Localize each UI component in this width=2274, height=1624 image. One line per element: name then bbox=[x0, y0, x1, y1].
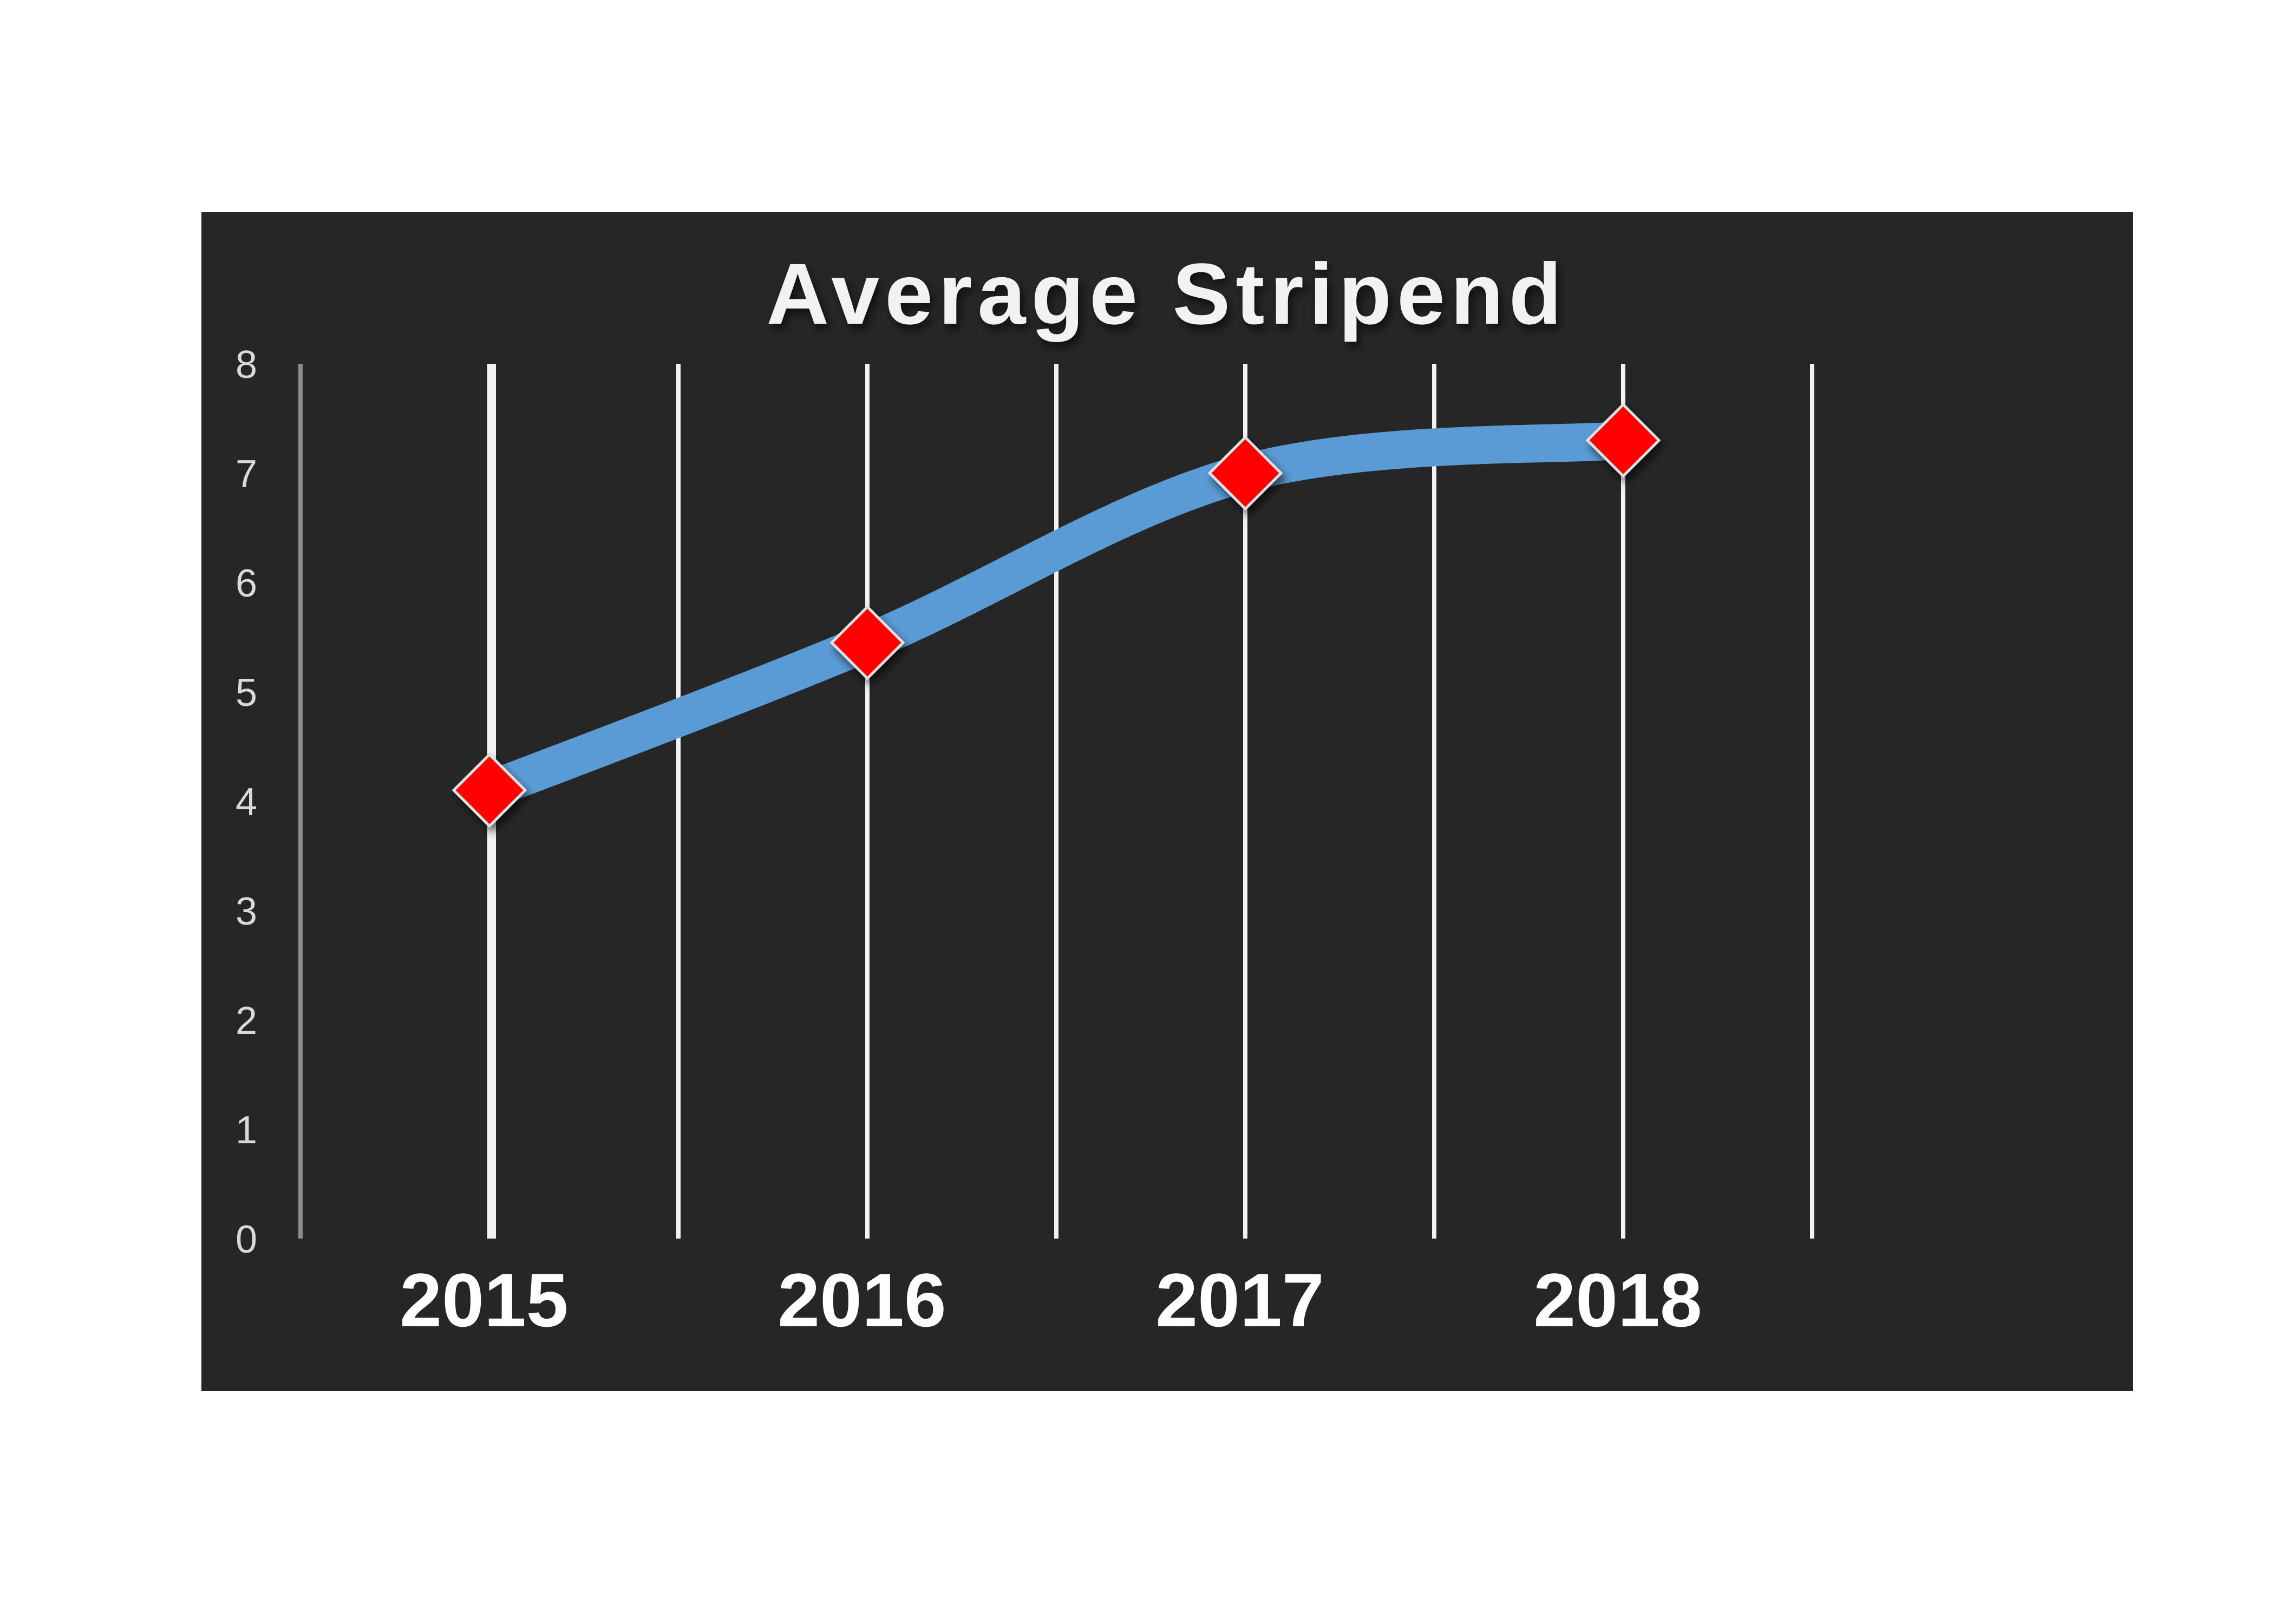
y-tick-label: 0 bbox=[236, 1218, 257, 1261]
x-tick-label: 2018 bbox=[1533, 1258, 1702, 1343]
x-axis-ticks: 2015 2016 2017 2018 bbox=[400, 1258, 1702, 1343]
y-axis-ticks: 0 1 2 3 4 5 6 7 8 bbox=[236, 343, 257, 1261]
data-point-marker bbox=[1207, 435, 1283, 511]
y-tick-label: 5 bbox=[236, 671, 257, 715]
chart-title: Average Stripend bbox=[767, 245, 1567, 342]
series-layer bbox=[471, 421, 1642, 809]
data-point-marker bbox=[452, 752, 527, 828]
x-tick-label: 2016 bbox=[777, 1258, 946, 1343]
x-tick-label: 2015 bbox=[400, 1258, 568, 1343]
gridlines bbox=[298, 364, 1814, 1239]
y-tick-label: 1 bbox=[236, 1109, 257, 1152]
series-line bbox=[471, 421, 1642, 809]
x-tick-label: 2017 bbox=[1155, 1258, 1324, 1343]
data-point-marker bbox=[1585, 402, 1661, 478]
y-tick-label: 8 bbox=[236, 343, 257, 387]
y-tick-label: 6 bbox=[236, 562, 257, 605]
marker-layer bbox=[452, 402, 1661, 828]
y-tick-label: 3 bbox=[236, 890, 257, 933]
data-point-marker bbox=[829, 605, 905, 680]
y-tick-label: 4 bbox=[236, 781, 257, 824]
y-tick-label: 2 bbox=[236, 999, 257, 1043]
y-tick-label: 7 bbox=[236, 453, 257, 496]
